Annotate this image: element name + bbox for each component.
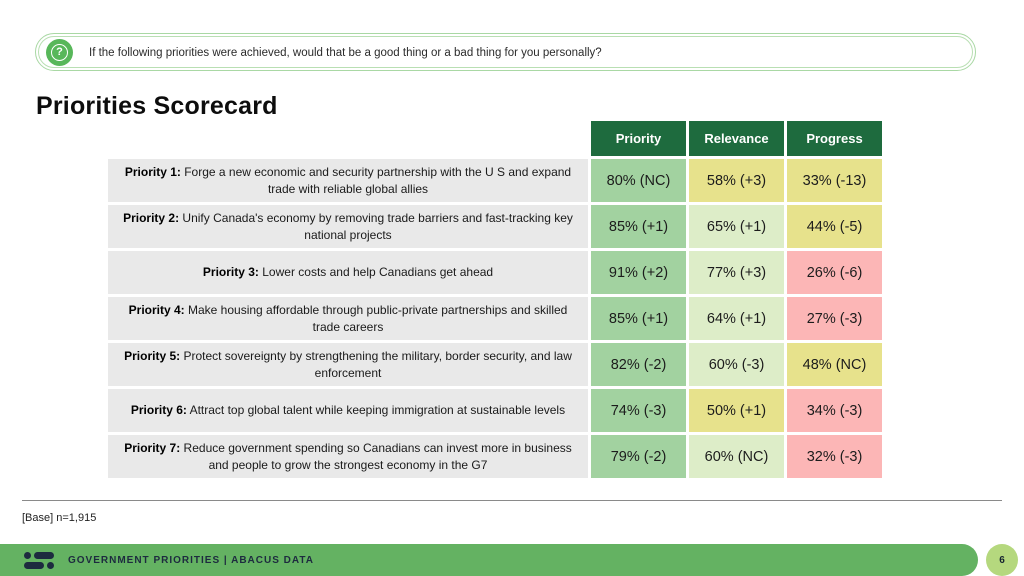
footer-bar: GOVERNMENT PRIORITIES | ABACUS DATA: [0, 544, 978, 576]
score-cell: 48% (NC): [787, 343, 882, 386]
base-note: [Base] n=1,915: [22, 512, 97, 524]
score-cell: 60% (NC): [689, 435, 784, 478]
score-cell: 85% (+1): [591, 297, 686, 340]
question-icon: ?: [46, 39, 73, 66]
priority-label-cell: Priority 2: Unify Canada's economy by re…: [108, 205, 588, 248]
score-cell: 80% (NC): [591, 159, 686, 202]
score-cell: 64% (+1): [689, 297, 784, 340]
score-cell: 44% (-5): [787, 205, 882, 248]
question-banner: ? If the following priorities were achie…: [35, 33, 976, 71]
score-cell: 34% (-3): [787, 389, 882, 432]
score-cell: 58% (+3): [689, 159, 784, 202]
column-header: Progress: [787, 121, 882, 156]
priority-label-cell: Priority 6: Attract top global talent wh…: [108, 389, 588, 432]
score-cell: 74% (-3): [591, 389, 686, 432]
score-cell: 79% (-2): [591, 435, 686, 478]
question-text: If the following priorities were achieve…: [89, 47, 602, 59]
divider-line: [22, 500, 1002, 501]
priority-label-cell: Priority 5: Protect sovereignty by stren…: [108, 343, 588, 386]
score-cell: 82% (-2): [591, 343, 686, 386]
score-cell: 27% (-3): [787, 297, 882, 340]
score-cell: 32% (-3): [787, 435, 882, 478]
column-header: Relevance: [689, 121, 784, 156]
score-cell: 91% (+2): [591, 251, 686, 294]
score-cell: 26% (-6): [787, 251, 882, 294]
column-header: Priority: [591, 121, 686, 156]
score-cell: 33% (-13): [787, 159, 882, 202]
abacus-data-logo-icon: [24, 551, 54, 569]
score-cell: 60% (-3): [689, 343, 784, 386]
table-corner-spacer: [108, 121, 588, 156]
priority-label-cell: Priority 1: Forge a new economic and sec…: [108, 159, 588, 202]
score-cell: 65% (+1): [689, 205, 784, 248]
score-cell: 50% (+1): [689, 389, 784, 432]
footer-label: GOVERNMENT PRIORITIES | ABACUS DATA: [68, 554, 314, 566]
page-number-badge: 6: [986, 544, 1018, 576]
priority-label-cell: Priority 7: Reduce government spending s…: [108, 435, 588, 478]
score-cell: 77% (+3): [689, 251, 784, 294]
priority-label-cell: Priority 3: Lower costs and help Canadia…: [108, 251, 588, 294]
score-cell: 85% (+1): [591, 205, 686, 248]
scorecard-grid: Priority Relevance Progress Priority 1: For…: [108, 121, 882, 478]
page-title: Priorities Scorecard: [36, 92, 278, 120]
question-mark-glyph: ?: [51, 44, 68, 61]
priority-label-cell: Priority 4: Make housing affordable thro…: [108, 297, 588, 340]
